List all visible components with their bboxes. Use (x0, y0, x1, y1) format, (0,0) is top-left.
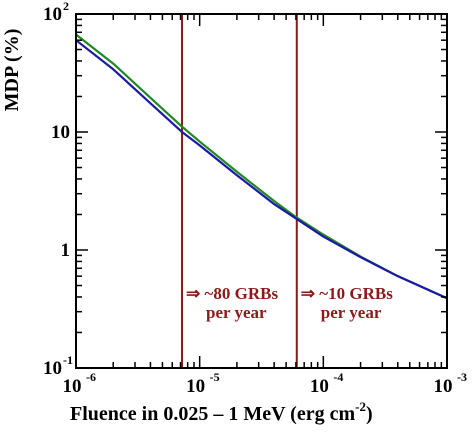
x-tick-label-exp: -5 (210, 370, 220, 384)
x-axis-title-exp: -2 (355, 399, 366, 414)
annotation-line2: per year (206, 303, 267, 322)
x-tick-label: 10 (310, 376, 329, 397)
series-lines (75, 33, 448, 300)
x-axis-title-main: Fluence in 0.025 – 1 MeV (erg cm (70, 403, 355, 425)
x-tick-label: 10 (186, 376, 205, 397)
x-axis-title: Fluence in 0.025 – 1 MeV (erg cm-2) (70, 399, 373, 425)
x-tick-label: 10 (63, 376, 82, 397)
x-tick-label-exp: -4 (333, 370, 343, 384)
y-tick-label-exp: -1 (63, 353, 73, 367)
x-tick-label-exp: -3 (457, 370, 467, 384)
mdp-curve (75, 39, 448, 300)
mdp-curve (75, 33, 448, 300)
y-tick-label: 10 (51, 122, 70, 143)
x-tick-label: 10 (434, 376, 453, 397)
plot-frame (75, 13, 448, 369)
y-axis-title: MDP (%) (1, 29, 23, 112)
x-axis-title-end: ) (366, 403, 373, 425)
axis-ticks (75, 13, 448, 369)
annotation-line1: ⇒ ~10 GRBs (301, 284, 393, 303)
annotation-line1: ⇒ ~80 GRBs (186, 284, 278, 303)
y-tick-label: 10 (43, 358, 62, 379)
annotation-line2: per year (321, 303, 382, 322)
y-tick-label-exp: 2 (63, 0, 69, 13)
y-tick-label: 1 (61, 240, 71, 261)
x-tick-label-exp: -6 (86, 370, 96, 384)
vertical-lines (181, 14, 298, 368)
y-tick-label: 10 (43, 4, 62, 25)
